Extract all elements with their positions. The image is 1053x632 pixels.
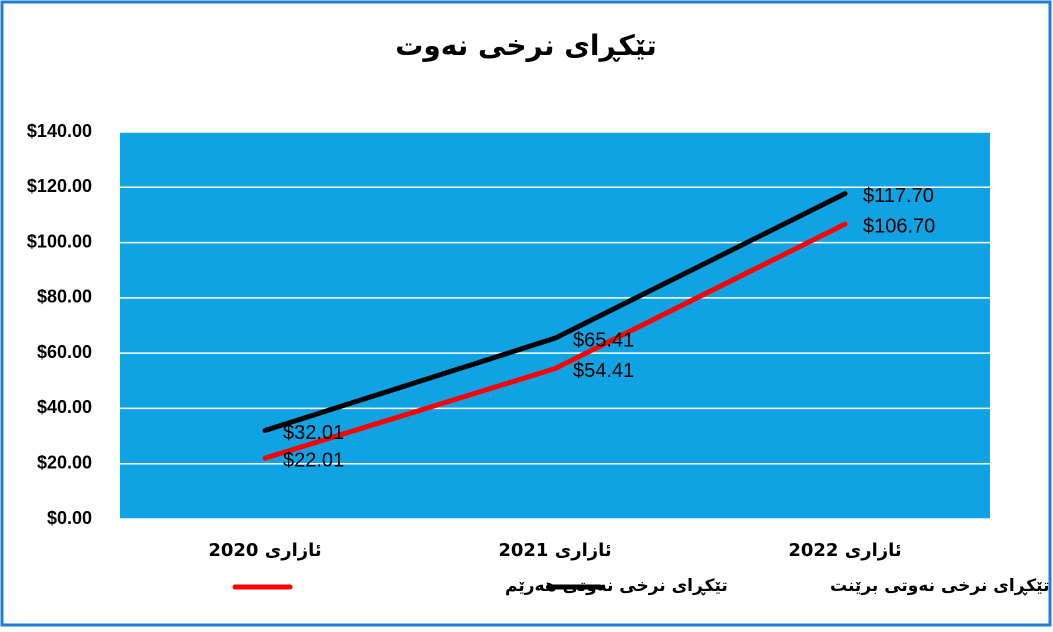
- y-tick-label: $60.00: [37, 342, 92, 362]
- x-tick-label: ئازاری 2022: [788, 540, 901, 561]
- x-tick-label: ئازاری 2021: [498, 540, 611, 561]
- line: [262, 191, 848, 434]
- y-tick-label: $0.00: [47, 508, 92, 528]
- data-label: $22.01: [283, 449, 344, 471]
- y-tick-label: $120.00: [27, 176, 92, 196]
- y-tick-label: $80.00: [37, 287, 92, 307]
- y-tick-label: $40.00: [37, 397, 92, 417]
- plot-area: [120, 132, 990, 519]
- y-tick-label: $20.00: [37, 452, 92, 472]
- legend-label: تێکڕای نرخی نەوتی برێنت: [830, 576, 1049, 596]
- data-label: $117.70: [863, 185, 934, 207]
- data-label: $54.41: [573, 360, 634, 382]
- chart-title: تێکڕای نرخی نەوت: [395, 29, 657, 62]
- x-tick-label: ئازاری 2020: [208, 540, 321, 561]
- y-tick-label: $100.00: [27, 231, 92, 251]
- line: [262, 221, 848, 461]
- data-label: $106.70: [863, 215, 935, 237]
- legend-label: تێکڕای نرخی نەوتی هەرێم: [505, 576, 728, 596]
- y-tick-label: $140.00: [27, 121, 92, 141]
- data-label: $65.41: [573, 329, 634, 351]
- data-label: $32.01: [283, 422, 344, 444]
